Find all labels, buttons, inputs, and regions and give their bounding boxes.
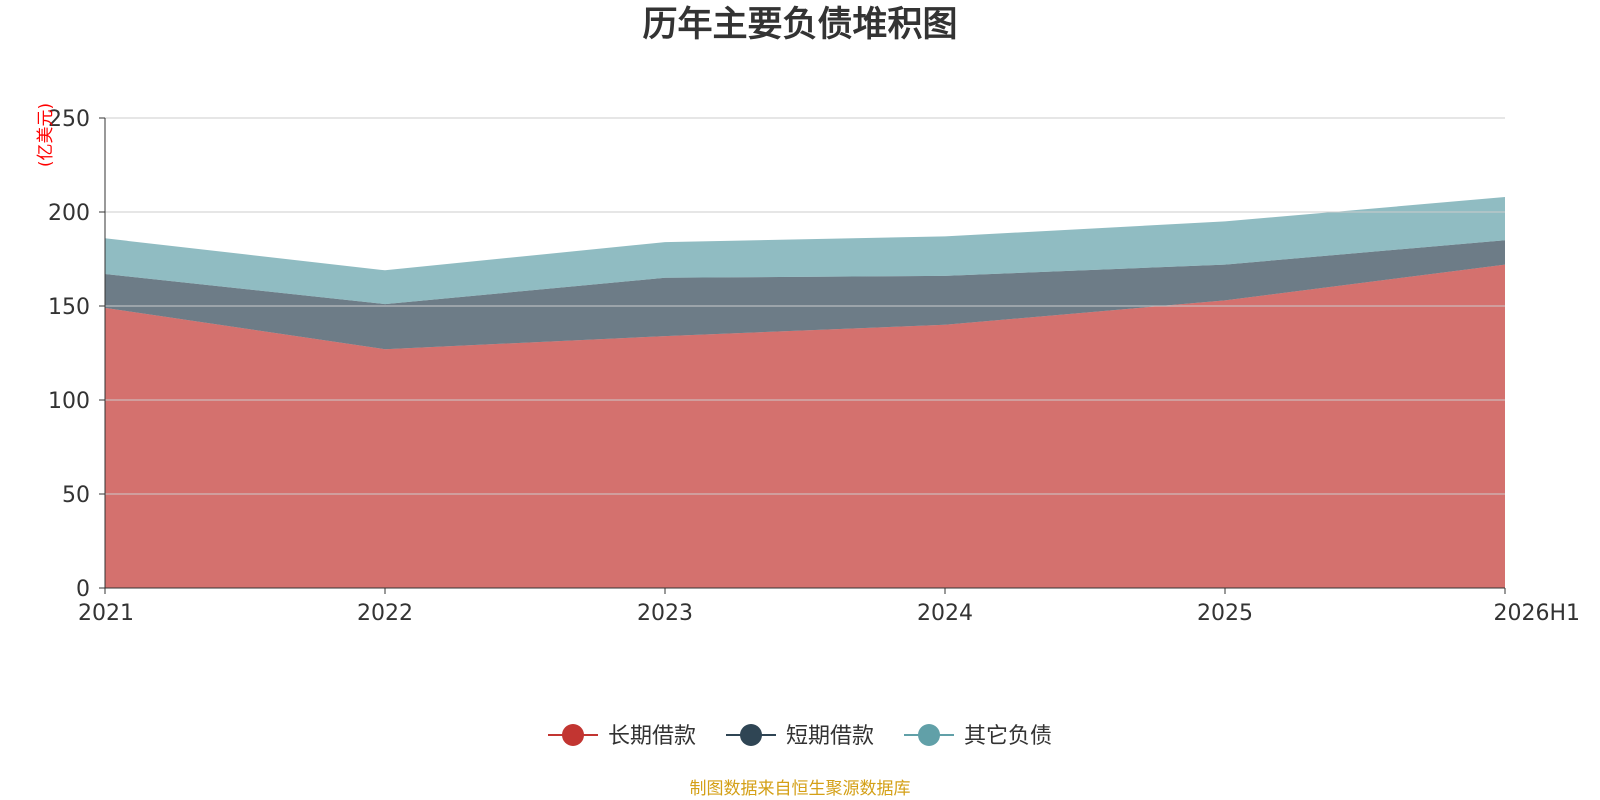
area-series-0 bbox=[105, 264, 1505, 588]
area-series-1 bbox=[105, 240, 1505, 350]
chart-title: 历年主要负债堆积图 bbox=[642, 5, 958, 45]
y-axis-label: (亿美元) bbox=[36, 103, 56, 167]
area-series-2 bbox=[105, 197, 1505, 305]
y-tick-label: 0 bbox=[76, 577, 90, 602]
x-tick-label: 2023 bbox=[637, 601, 693, 626]
x-tick-label: 2024 bbox=[917, 601, 973, 626]
y-tick-label: 50 bbox=[62, 483, 90, 508]
legend-marker-2[interactable] bbox=[918, 724, 940, 746]
legend-marker-0[interactable] bbox=[562, 724, 584, 746]
x-tick-label: 2022 bbox=[357, 601, 413, 626]
y-tick-label: 250 bbox=[48, 107, 90, 132]
y-tick-label: 100 bbox=[48, 389, 90, 414]
source-note: 制图数据来自恒生聚源数据库 bbox=[689, 779, 911, 799]
x-tick-label: 2026H1 bbox=[1493, 601, 1580, 626]
legend-marker-1[interactable] bbox=[740, 724, 762, 746]
legend-label-0[interactable]: 长期借款 bbox=[608, 724, 696, 749]
legend-label-1[interactable]: 短期借款 bbox=[786, 724, 874, 749]
x-tick-label: 2025 bbox=[1197, 601, 1253, 626]
legend-label-2[interactable]: 其它负债 bbox=[964, 724, 1052, 749]
x-tick-label: 2021 bbox=[78, 601, 134, 626]
y-tick-label: 200 bbox=[48, 201, 90, 226]
y-tick-label: 150 bbox=[48, 295, 90, 320]
